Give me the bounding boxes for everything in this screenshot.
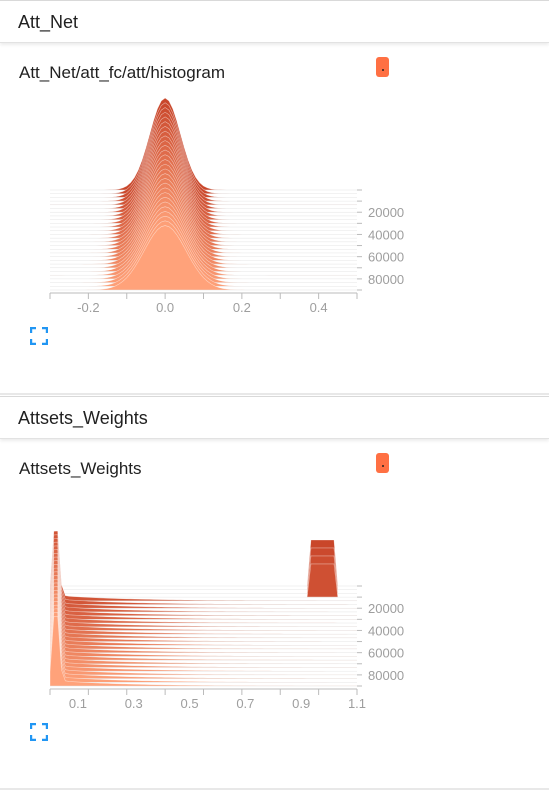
step-tick-label: 40000 (368, 623, 404, 638)
step-tick-label: 80000 (368, 668, 404, 683)
x-tick-label: 0.7 (236, 696, 254, 711)
step-tick-label: 40000 (368, 227, 404, 242)
chart-title: Att_Net/att_fc/att/histogram (19, 63, 225, 82)
color-swatch-icon[interactable] (376, 453, 389, 473)
x-axis: -0.2 0.0 0.2 0.4 (49, 292, 358, 315)
histogram-slices (49, 530, 358, 687)
x-tick-label: 0.4 (310, 300, 328, 315)
chart-title: Attsets_Weights (19, 459, 142, 478)
x-tick-label: 0.3 (125, 696, 143, 711)
x-tick-label: 0.1 (69, 696, 87, 711)
x-tick-label: 0.5 (181, 696, 199, 711)
step-axis: 20000 40000 60000 80000 (357, 189, 404, 291)
histogram-slices (49, 97, 358, 291)
histogram-plot-attsets-weights: 0.1 0.3 0.5 0.7 0.9 1.1 20000 40000 60000 80000 (49, 530, 404, 711)
x-tick-label: 0.0 (156, 300, 174, 315)
x-tick-label: 0.9 (292, 696, 310, 711)
step-tick-label: 60000 (368, 250, 404, 265)
x-tick-label: 1.1 (348, 696, 366, 711)
histogram-slice (49, 102, 358, 195)
step-tick-label: 20000 (368, 601, 404, 616)
x-axis: 0.1 0.3 0.5 0.7 0.9 1.1 (49, 688, 366, 711)
fullscreen-icon[interactable] (30, 327, 48, 345)
histogram-plot-att-net: -0.2 0.0 0.2 0.4 20000 40000 60000 80000 (49, 97, 404, 315)
section-title: Att_Net (18, 12, 79, 32)
step-tick-label: 20000 (368, 205, 404, 220)
x-tick-label: 0.2 (233, 300, 251, 315)
x-tick-label: -0.2 (77, 300, 99, 315)
fullscreen-icon[interactable] (30, 723, 48, 741)
step-tick-label: 60000 (368, 646, 404, 661)
histogram-slice (49, 563, 358, 598)
section-header-attsets-weights[interactable]: Attsets_Weights (0, 396, 549, 439)
histogram-slice (49, 107, 358, 198)
section-title: Attsets_Weights (18, 408, 148, 428)
step-axis: 20000 40000 60000 80000 (357, 585, 404, 687)
histogram-slice (50, 97, 357, 191)
color-swatch-icon[interactable] (376, 57, 389, 77)
section-header-att-net[interactable]: Att_Net (0, 0, 549, 43)
step-tick-label: 80000 (368, 272, 404, 287)
